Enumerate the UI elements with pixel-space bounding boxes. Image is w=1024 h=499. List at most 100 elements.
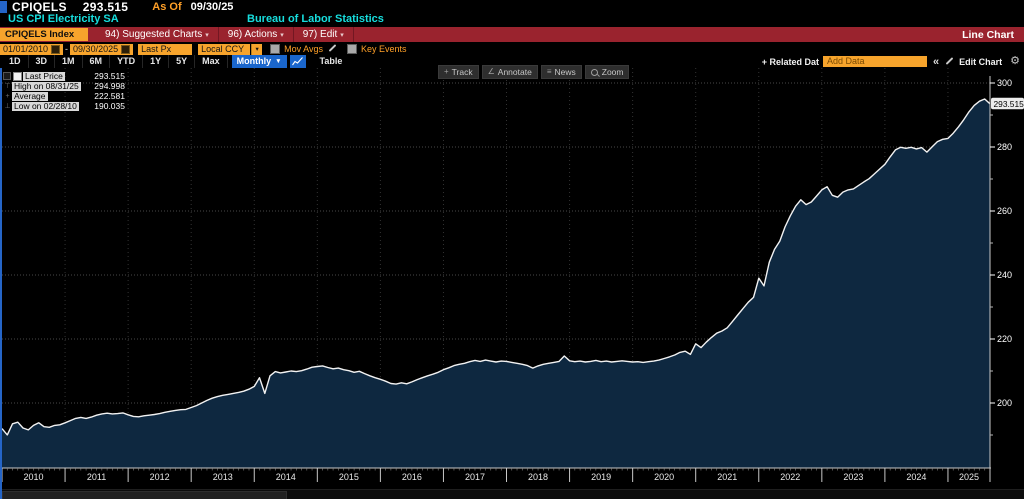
as-of-date: 09/30/25: [190, 1, 234, 13]
news-lines-icon: ≡: [546, 67, 552, 76]
period-6m-button[interactable]: 6M: [83, 55, 111, 68]
frequency-value: Monthly: [236, 56, 272, 66]
legend-expander-icon[interactable]: [3, 72, 11, 80]
legend-last-price-row[interactable]: Last Price 293.515: [3, 71, 125, 81]
period-max-button[interactable]: Max: [195, 55, 228, 68]
table-button[interactable]: Table: [319, 56, 343, 66]
chart-legend: Last Price 293.515 ⊤ High on 08/31/25 29…: [3, 71, 125, 111]
calendar-icon[interactable]: [51, 44, 61, 54]
y-axis-tick-label: 200: [997, 398, 1012, 408]
chart-left-accent: [0, 68, 2, 499]
x-axis-year-label: 2015: [339, 472, 359, 482]
legend-label: Last Price: [23, 70, 65, 81]
x-axis-year-label: 2017: [465, 472, 485, 482]
x-axis-year-label: 2022: [780, 472, 800, 482]
currency-value: Local CCY: [201, 43, 245, 54]
period-toolbar: 1D 3D 1M 6M YTD 1Y 5Y Max Monthly ▼ Tabl…: [0, 55, 1024, 68]
frequency-selector[interactable]: Monthly ▼: [231, 55, 287, 68]
function-menu-bar: CPIQELS Index 94) Suggested Charts ▾ 96) …: [0, 27, 1024, 42]
x-axis-year-label: 2025: [959, 472, 979, 482]
actions-label: 96) Actions: [227, 29, 278, 40]
period-3d-button[interactable]: 3D: [29, 55, 56, 68]
x-axis-year-label: 2010: [24, 472, 44, 482]
legend-high-row[interactable]: ⊤ High on 08/31/25 294.998: [3, 81, 125, 91]
chevron-down-icon: ▾: [340, 32, 344, 39]
mov-avgs-checkbox[interactable]: [270, 44, 281, 54]
date-to-field[interactable]: 09/30/2025: [70, 43, 134, 55]
as-of-label: As Of: [152, 1, 182, 13]
annotate-button[interactable]: ∠ Annotate: [481, 65, 538, 79]
chevron-down-icon: ▾: [205, 32, 209, 39]
legend-average-row[interactable]: + Average 222.581: [3, 91, 125, 101]
period-ytd-button[interactable]: YTD: [110, 55, 144, 68]
news-button[interactable]: ≡ News: [540, 65, 582, 79]
x-axis-year-label: 2016: [402, 472, 422, 482]
y-axis-tick-label: 300: [997, 78, 1012, 88]
currency-dropdown-caret[interactable]: ▾: [251, 43, 263, 55]
edit-menu[interactable]: 97) Edit ▾: [294, 27, 354, 42]
related-data-cluster: + Related Dat Add Data « Edit Chart ⚙: [762, 55, 1024, 68]
related-data-label[interactable]: + Related Dat: [761, 56, 819, 67]
edit-chart-button[interactable]: Edit Chart: [945, 57, 1002, 67]
chevron-down-icon: ▾: [280, 32, 284, 39]
last-price-badge-value: 293.515: [994, 99, 1024, 109]
date-to-value: 09/30/2025: [73, 43, 119, 54]
series-area-fill: [2, 99, 990, 468]
security-color-tab: [0, 1, 7, 13]
date-from-value: 01/01/2010: [3, 43, 49, 54]
magnifier-icon: [590, 68, 598, 76]
annotate-label: Annotate: [497, 67, 532, 77]
x-axis-year-label: 2021: [717, 472, 737, 482]
y-axis-tick-label: 240: [997, 270, 1012, 280]
ticker-symbol: CPIQELS: [12, 0, 67, 14]
x-axis-year-label: 2024: [906, 472, 926, 482]
chart-settings-bar: 01/01/2010 - 09/30/2025 Last Px Local CC…: [0, 43, 1024, 55]
suggested-charts-menu[interactable]: 94) Suggested Charts ▾: [96, 27, 219, 42]
x-axis-year-label: 2013: [213, 472, 233, 482]
track-button[interactable]: + Track: [438, 65, 479, 79]
price-field-value: Last Px: [141, 43, 172, 54]
horizontal-scrollbar[interactable]: [0, 489, 1024, 499]
x-axis-year-label: 2020: [654, 472, 674, 482]
security-field-input[interactable]: CPIQELS Index: [0, 28, 88, 41]
ticker-last-value: 293.515: [82, 0, 129, 14]
scrollbar-thumb[interactable]: [2, 491, 287, 499]
collapse-panel-button[interactable]: «: [932, 55, 940, 68]
y-axis-tick-label: 260: [997, 206, 1012, 216]
mov-avgs-label[interactable]: Mov Avgs: [284, 44, 323, 54]
x-axis-year-label: 2012: [150, 472, 170, 482]
line-chart-type-button[interactable]: [289, 55, 306, 68]
actions-menu[interactable]: 96) Actions ▾: [219, 27, 294, 42]
last-price-badge: [991, 97, 1024, 110]
security-name: US CPI Electricity SA: [8, 13, 119, 25]
gear-icon[interactable]: ⚙: [1010, 55, 1020, 67]
legend-value: 222.581: [94, 90, 125, 101]
chevron-down-icon: ▼: [275, 58, 282, 65]
news-label: News: [554, 67, 576, 77]
key-events-label[interactable]: Key Events: [360, 44, 407, 54]
key-events-checkbox[interactable]: [346, 44, 357, 54]
currency-selector[interactable]: Local CCY: [198, 43, 251, 55]
period-1d-button[interactable]: 1D: [2, 55, 29, 68]
x-axis-year-label: 2019: [591, 472, 611, 482]
period-1m-button[interactable]: 1M: [55, 55, 83, 68]
zoom-button[interactable]: Zoom: [584, 65, 630, 79]
legend-value: 190.035: [94, 100, 125, 111]
x-axis-year-label: 2018: [528, 472, 548, 482]
period-5y-button[interactable]: 5Y: [169, 55, 196, 68]
y-axis-tick-label: 280: [997, 142, 1012, 152]
legend-value: 294.998: [94, 80, 125, 91]
x-axis-year-label: 2014: [276, 472, 296, 482]
date-from-field[interactable]: 01/01/2010: [0, 43, 64, 55]
series-line: [1, 98, 991, 436]
legend-label: Average: [12, 90, 48, 101]
price-field-selector[interactable]: Last Px: [138, 43, 193, 55]
add-data-input[interactable]: Add Data: [822, 56, 927, 67]
legend-low-row[interactable]: ⊥ Low on 02/28/10 190.035: [3, 101, 125, 111]
legend-label: Low on 02/28/10: [12, 100, 79, 111]
view-mode-label: Line Chart: [962, 28, 1014, 41]
calendar-icon[interactable]: [121, 44, 131, 54]
period-1y-button[interactable]: 1Y: [143, 55, 170, 68]
